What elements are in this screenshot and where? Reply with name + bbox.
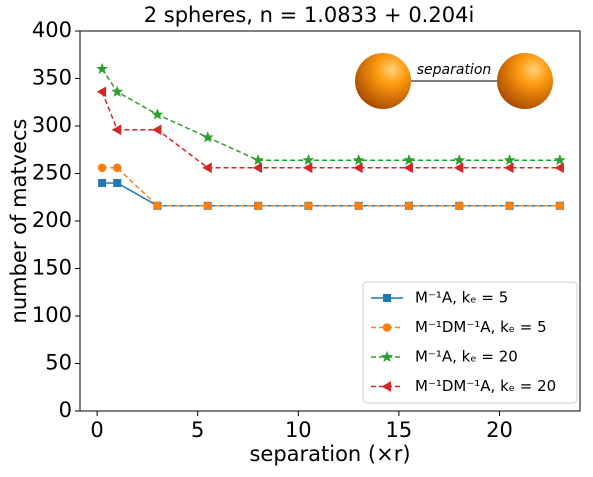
marker [252, 153, 265, 166]
marker [111, 85, 124, 97]
inset-label: separation [417, 62, 492, 78]
y-tick-label: 400 [32, 18, 72, 42]
marker [555, 201, 565, 211]
y-tick-label: 100 [32, 303, 72, 327]
x-axis-label: separation (×r) [249, 442, 410, 466]
x-tick-label: 0 [90, 418, 103, 442]
marker [554, 162, 564, 174]
marker [112, 163, 122, 173]
marker [302, 153, 315, 166]
marker [553, 153, 566, 166]
legend-label: M⁻¹A, kₑ = 5 [415, 289, 508, 307]
marker [454, 201, 464, 211]
series [98, 179, 564, 210]
legend-marker [382, 323, 392, 332]
marker [98, 179, 107, 187]
marker [111, 124, 122, 136]
y-tick-label: 250 [32, 161, 72, 185]
marker [353, 162, 363, 174]
y-tick-label: 350 [32, 66, 72, 90]
marker [302, 162, 313, 174]
marker [352, 153, 365, 166]
marker [403, 162, 413, 174]
marker [113, 179, 122, 187]
marker [96, 86, 107, 98]
legend-label: M⁻¹DM⁻¹A, kₑ = 5 [415, 318, 547, 336]
line [102, 167, 560, 207]
legend-marker [383, 294, 391, 302]
y-tick-label: 50 [45, 351, 72, 375]
marker [252, 162, 263, 174]
y-tick-label: 200 [32, 208, 72, 232]
legend-label: M⁻¹A, kₑ = 20 [415, 348, 518, 366]
y-axis-label: number of matvecs [7, 119, 31, 324]
line [102, 182, 560, 207]
marker [504, 162, 514, 174]
x-tick-label: 20 [486, 418, 513, 442]
y-tick-label: 0 [59, 398, 72, 422]
legend-marker [381, 381, 391, 392]
series [96, 62, 566, 166]
inset: separation [355, 53, 553, 109]
legend-box [362, 281, 578, 404]
marker [453, 162, 464, 174]
marker [97, 163, 107, 173]
marker [253, 201, 263, 211]
marker [354, 201, 363, 211]
sphere [355, 53, 411, 109]
marker [151, 124, 162, 136]
marker [202, 162, 212, 174]
x-tick-label: 10 [285, 418, 312, 442]
series [96, 86, 564, 174]
legend-marker [381, 350, 393, 363]
x-tick-label: 5 [191, 418, 204, 442]
marker [96, 62, 109, 75]
marker [505, 201, 514, 211]
marker [404, 201, 414, 211]
line [101, 68, 560, 161]
x-tick-label: 15 [386, 418, 413, 442]
legend-label: M⁻¹DM⁻¹A, kₑ = 20 [415, 377, 556, 395]
marker [153, 201, 162, 211]
y-tick-label: 300 [32, 113, 72, 137]
line [101, 91, 560, 169]
marker [201, 131, 214, 143]
marker [453, 153, 466, 166]
chart-title: 2 spheres, n = 1.0833 + 0.204i [144, 3, 475, 27]
marker [304, 201, 313, 211]
series [97, 163, 565, 211]
marker [203, 201, 213, 211]
marker [151, 108, 164, 120]
sphere [497, 53, 553, 109]
y-tick-label: 150 [32, 256, 72, 280]
marker [503, 153, 516, 166]
marker [403, 153, 415, 166]
legend: M⁻¹A, kₑ = 5 M⁻¹DM⁻¹A, kₑ = 5 M⁻¹A, kₑ = 2… [362, 281, 578, 404]
